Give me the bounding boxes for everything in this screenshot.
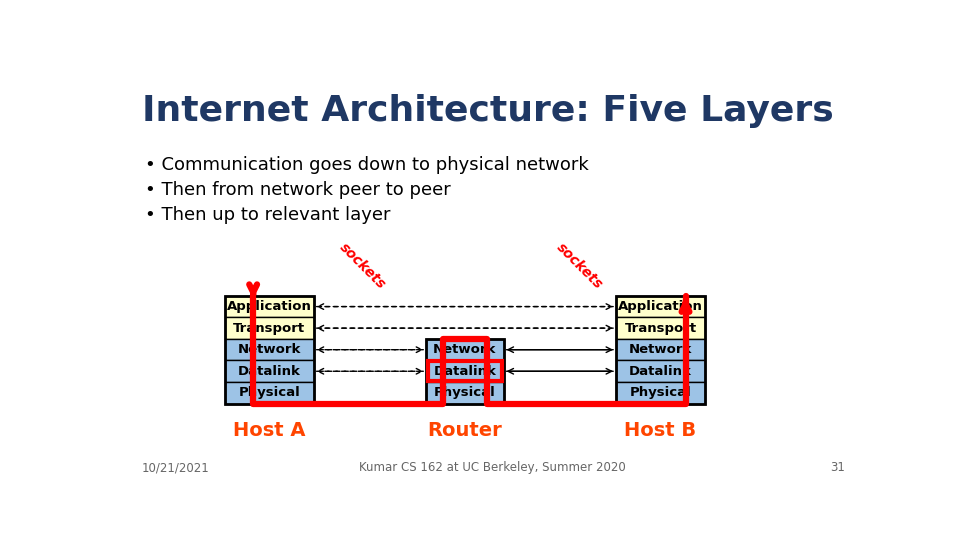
Text: Datalink: Datalink bbox=[238, 364, 300, 378]
Text: sockets: sockets bbox=[554, 240, 606, 292]
Text: Network: Network bbox=[433, 343, 496, 356]
Text: • Communication goes down to physical network: • Communication goes down to physical ne… bbox=[145, 156, 588, 174]
Text: Host B: Host B bbox=[625, 421, 697, 440]
Text: • Then up to relevant layer: • Then up to relevant layer bbox=[145, 206, 391, 225]
Bar bbox=[616, 382, 706, 403]
Text: Host A: Host A bbox=[233, 421, 305, 440]
Text: Physical: Physical bbox=[238, 386, 300, 399]
Text: • Then from network peer to peer: • Then from network peer to peer bbox=[145, 181, 450, 199]
Bar bbox=[225, 361, 314, 382]
Bar bbox=[225, 296, 314, 403]
Text: Kumar CS 162 at UC Berkeley, Summer 2020: Kumar CS 162 at UC Berkeley, Summer 2020 bbox=[359, 462, 625, 475]
Bar bbox=[616, 361, 706, 382]
Text: Transport: Transport bbox=[233, 322, 305, 335]
Text: Transport: Transport bbox=[625, 322, 697, 335]
Bar bbox=[616, 296, 706, 318]
Text: Application: Application bbox=[618, 300, 703, 313]
Text: 10/21/2021: 10/21/2021 bbox=[142, 462, 209, 475]
Text: Application: Application bbox=[227, 300, 312, 313]
Text: sockets: sockets bbox=[337, 240, 389, 292]
Bar bbox=[427, 361, 502, 381]
Text: Datalink: Datalink bbox=[629, 364, 692, 378]
Text: Physical: Physical bbox=[434, 386, 495, 399]
Bar bbox=[616, 318, 706, 339]
Bar bbox=[225, 318, 314, 339]
Text: Physical: Physical bbox=[630, 386, 691, 399]
Bar bbox=[426, 339, 504, 403]
Bar bbox=[426, 361, 504, 382]
Bar bbox=[225, 339, 314, 361]
Bar bbox=[225, 382, 314, 403]
Bar bbox=[616, 339, 706, 361]
Text: Network: Network bbox=[237, 343, 300, 356]
Bar bbox=[616, 296, 706, 403]
Text: Datalink: Datalink bbox=[433, 364, 496, 378]
Text: 31: 31 bbox=[829, 462, 845, 475]
Bar bbox=[426, 339, 504, 361]
Text: Internet Architecture: Five Layers: Internet Architecture: Five Layers bbox=[142, 94, 833, 128]
Bar bbox=[426, 382, 504, 403]
Text: Router: Router bbox=[427, 421, 502, 440]
Bar bbox=[225, 296, 314, 318]
Text: Network: Network bbox=[629, 343, 692, 356]
